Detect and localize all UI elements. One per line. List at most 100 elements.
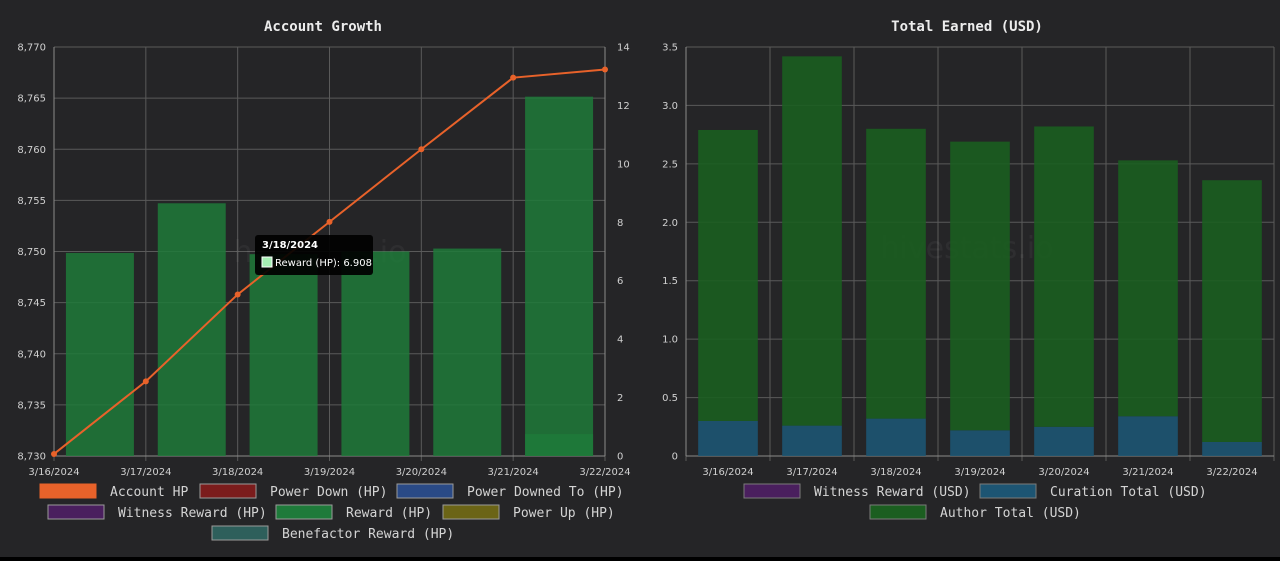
- bar-author-total-usd[interactable]: [866, 128, 926, 419]
- account-growth-chart: Account Growth hivestats.io 8,7308,7358,…: [17, 19, 630, 542]
- bar-curation-total-usd[interactable]: [950, 430, 1010, 456]
- legend-label-power-up-hp[interactable]: Power Up (HP): [513, 506, 615, 521]
- point-account-hp[interactable]: [418, 146, 425, 153]
- right-tick-label: 10: [617, 159, 630, 170]
- x-tick-label: 3/18/2024: [212, 467, 263, 478]
- legend-swatch-reward-hp[interactable]: [275, 504, 333, 520]
- total-earned-legend[interactable]: Witness Reward (USD) Curation Total (USD)…: [743, 483, 1207, 521]
- x-tick-label: 3/21/2024: [488, 467, 539, 478]
- account-growth-title: Account Growth: [264, 19, 382, 35]
- right-tick-label: 8: [617, 218, 623, 229]
- legend-swatch-witness-reward-usd[interactable]: [743, 483, 801, 499]
- right-tick-label: 2: [617, 393, 623, 404]
- legend-swatch-author-total-usd[interactable]: [869, 504, 927, 520]
- legend-swatch-power-up-hp[interactable]: [442, 504, 500, 520]
- left-tick-label: 8,745: [17, 298, 46, 309]
- legend-swatch-witness-reward-hp[interactable]: [47, 504, 105, 520]
- legend-label-power-downed-to-hp[interactable]: Power Downed To (HP): [467, 485, 624, 500]
- x-tick-label: 3/22/2024: [1206, 467, 1257, 478]
- x-tick-label: 3/20/2024: [396, 467, 447, 478]
- right-tick-label: 0: [617, 452, 623, 463]
- bar-reward-hp[interactable]: [341, 251, 410, 457]
- left-tick-label: 8,730: [17, 452, 46, 463]
- legend-label-power-down-hp[interactable]: Power Down (HP): [270, 485, 387, 500]
- account-growth-bars: [65, 96, 594, 457]
- y-tick-label: 2.0: [662, 218, 678, 229]
- right-tick-label: 14: [617, 43, 630, 54]
- bar-curation-total-usd[interactable]: [782, 425, 842, 456]
- tooltip-title: 3/18/2024: [262, 240, 318, 251]
- total-earned-x-axis: 3/16/2024 3/17/2024 3/18/2024 3/19/2024 3/20…: [702, 467, 1257, 478]
- chart-tooltip: 3/18/2024 Reward (HP): 6.908: [255, 235, 373, 275]
- bar-author-total-usd[interactable]: [1118, 160, 1178, 417]
- account-growth-legend[interactable]: Account HP Power Down (HP) Power Downed To…: [39, 483, 624, 542]
- right-tick-label: 12: [617, 101, 630, 112]
- y-tick-label: 0.5: [662, 393, 678, 404]
- y-tick-label: 2.5: [662, 159, 678, 170]
- bar-reward-hp[interactable]: [525, 96, 594, 457]
- x-tick-label: 3/16/2024: [28, 467, 79, 478]
- legend-swatch-power-downed-to-hp[interactable]: [396, 483, 454, 499]
- bar-curation-total-usd[interactable]: [1202, 441, 1262, 456]
- legend-swatch-benefactor-reward-hp[interactable]: [211, 525, 269, 541]
- account-growth-x-axis: 3/16/2024 3/17/2024 3/18/2024 3/19/2024 3/20…: [28, 467, 630, 478]
- bar-reward-hp[interactable]: [157, 203, 226, 456]
- x-tick-label: 3/20/2024: [1038, 467, 1089, 478]
- legend-label-curation-total-usd[interactable]: Curation Total (USD): [1050, 485, 1207, 500]
- x-tick-label: 3/17/2024: [786, 467, 837, 478]
- legend-swatch-account-hp[interactable]: [39, 483, 97, 499]
- x-tick-label: 3/19/2024: [954, 467, 1005, 478]
- tooltip-swatch: [261, 256, 273, 268]
- bar-author-total-usd[interactable]: [782, 56, 842, 426]
- left-tick-label: 8,760: [17, 145, 46, 156]
- x-tick-label: 3/17/2024: [120, 467, 171, 478]
- point-account-hp[interactable]: [51, 450, 57, 457]
- bar-curation-total-usd[interactable]: [866, 418, 926, 456]
- legend-label-reward-hp[interactable]: Reward (HP): [346, 506, 432, 521]
- total-earned-title: Total Earned (USD): [891, 19, 1043, 35]
- legend-swatch-power-down-hp[interactable]: [199, 483, 257, 499]
- left-tick-label: 8,750: [17, 247, 46, 258]
- point-account-hp[interactable]: [326, 218, 333, 225]
- x-tick-label: 3/22/2024: [579, 467, 630, 478]
- account-hp-line: [51, 66, 608, 457]
- bar-author-total-usd[interactable]: [1034, 126, 1094, 427]
- left-tick-label: 8,770: [17, 43, 46, 54]
- x-tick-label: 3/16/2024: [702, 467, 753, 478]
- bar-reward-hp[interactable]: [65, 252, 134, 456]
- y-tick-label: 3.5: [662, 43, 678, 54]
- left-tick-label: 8,765: [17, 94, 46, 105]
- point-account-hp[interactable]: [234, 291, 241, 298]
- bar-reward-hp[interactable]: [249, 254, 318, 456]
- y-tick-label: 0: [672, 452, 678, 463]
- legend-swatch-curation-total-usd[interactable]: [979, 483, 1037, 499]
- x-tick-label: 3/18/2024: [870, 467, 921, 478]
- right-tick-label: 6: [617, 276, 623, 287]
- bar-reward-hp[interactable]: [433, 248, 502, 456]
- tooltip-box: [255, 235, 373, 275]
- x-tick-label: 3/21/2024: [1122, 467, 1173, 478]
- total-earned-y-axis: 0 0.5 1.0 1.5 2.0 2.5 3.0 3.5: [662, 43, 678, 463]
- total-earned-chart: Total Earned (USD) hivestats.io 00.51.01…: [662, 19, 1275, 521]
- legend-label-author-total-usd[interactable]: Author Total (USD): [940, 506, 1081, 521]
- bar-author-total-usd[interactable]: [1202, 180, 1262, 442]
- legend-label-witness-reward-hp[interactable]: Witness Reward (HP): [118, 506, 267, 521]
- total-earned-bars: [698, 56, 1262, 456]
- page-bottom-border: [0, 557, 1280, 561]
- point-account-hp[interactable]: [510, 74, 517, 81]
- left-tick-label: 8,740: [17, 349, 46, 360]
- left-tick-label: 8,735: [17, 400, 46, 411]
- bar-curation-total-usd[interactable]: [1034, 426, 1094, 456]
- bar-curation-total-usd[interactable]: [1118, 416, 1178, 456]
- account-growth-right-axis: 0 2 4 6 8 10 12 14: [617, 43, 630, 463]
- point-account-hp[interactable]: [602, 66, 608, 73]
- y-tick-label: 1.0: [662, 335, 678, 346]
- legend-label-benefactor-reward-hp[interactable]: Benefactor Reward (HP): [282, 527, 454, 542]
- point-account-hp[interactable]: [142, 378, 149, 385]
- bar-author-total-usd[interactable]: [950, 141, 1010, 431]
- legend-label-account-hp[interactable]: Account HP: [110, 485, 188, 500]
- left-tick-label: 8,755: [17, 196, 46, 207]
- bar-author-total-usd[interactable]: [698, 129, 758, 421]
- bar-curation-total-usd[interactable]: [698, 420, 758, 456]
- legend-label-witness-reward-usd[interactable]: Witness Reward (USD): [814, 485, 971, 500]
